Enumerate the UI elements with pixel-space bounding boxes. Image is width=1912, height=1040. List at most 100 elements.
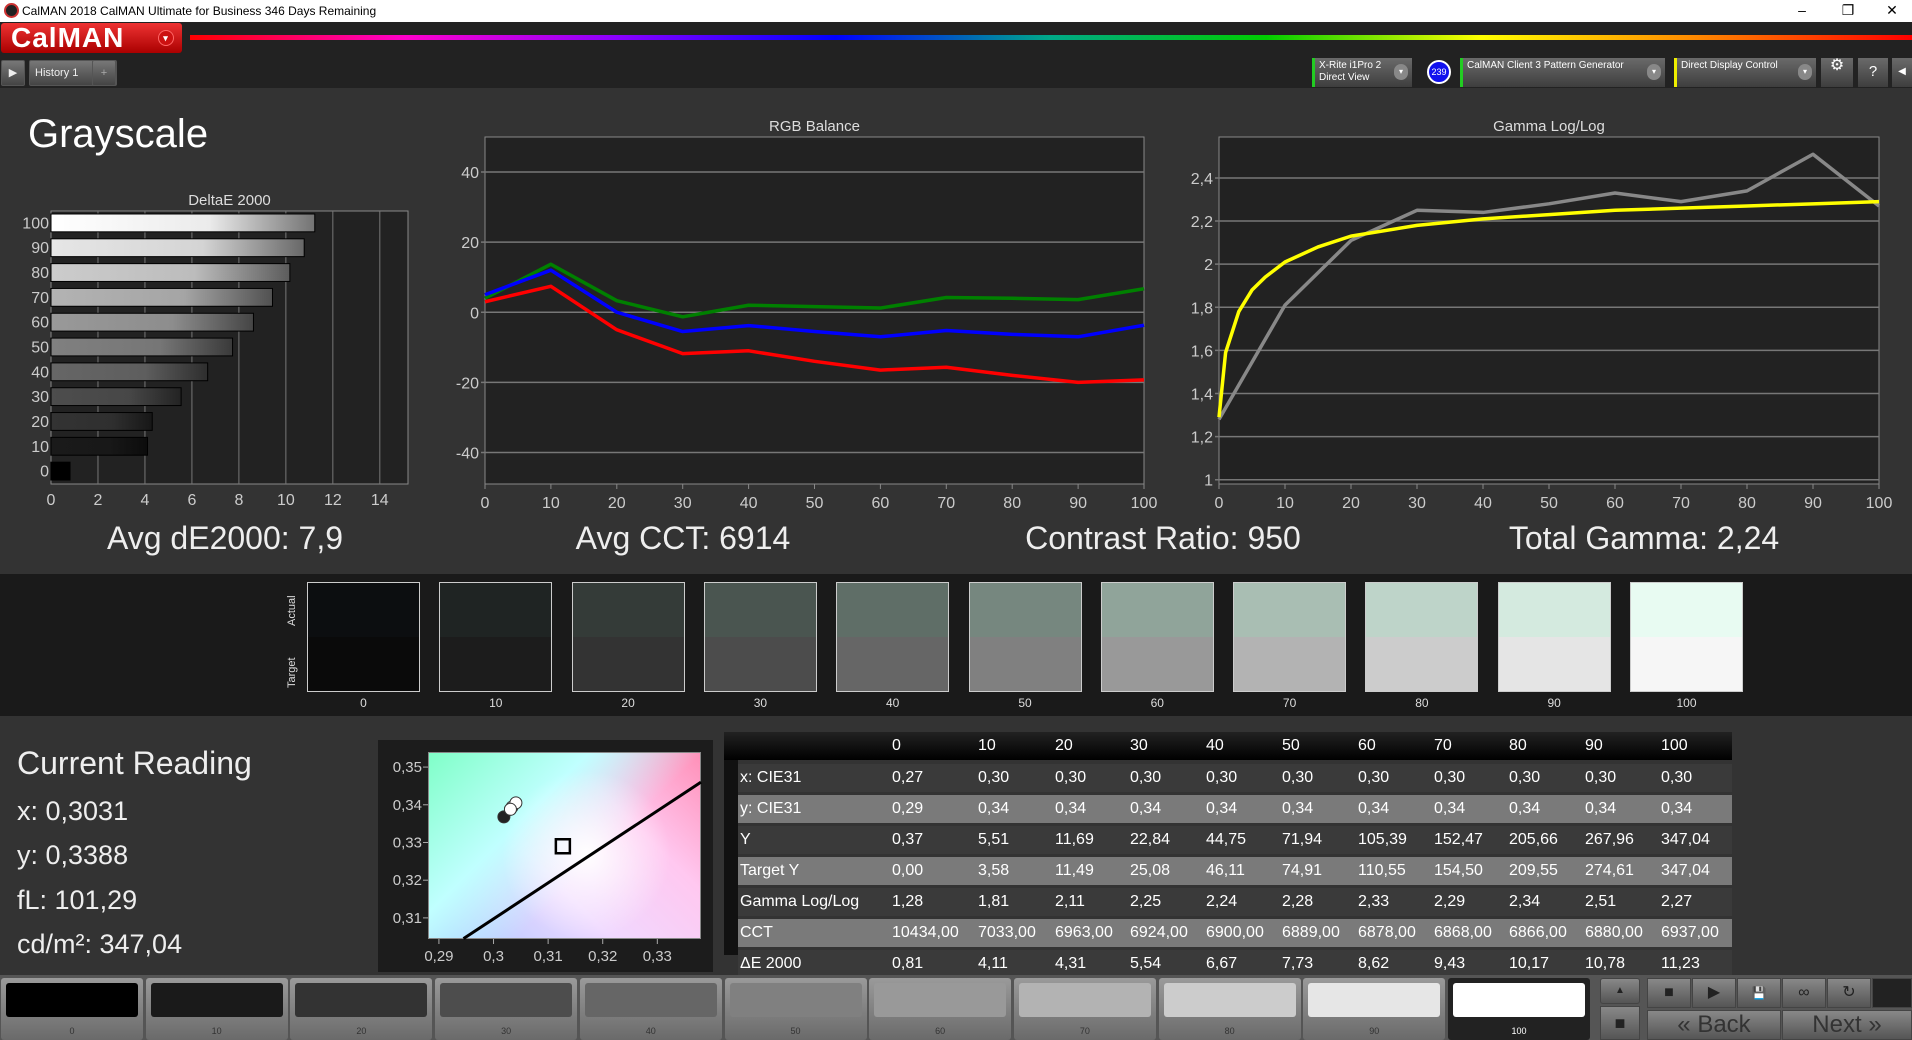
app-icon: [4, 3, 19, 18]
close-button[interactable]: ✕: [1886, 2, 1898, 18]
table-cell: 0,29: [892, 800, 924, 817]
minimize-button[interactable]: –: [1798, 2, 1806, 18]
save-icon[interactable]: 💾: [1737, 978, 1781, 1008]
meter-badge[interactable]: 239: [1427, 60, 1451, 84]
swatch-label: 90: [1547, 696, 1561, 710]
target-color: [1101, 637, 1213, 691]
table-row: ΔE 2000 0,81 4,11 4,31 5,54 6,67 7,73 8,62 9,43 1…: [738, 950, 1732, 978]
table-cell: 0,34: [1509, 800, 1541, 817]
actual-label: Actual: [286, 595, 298, 626]
table-cell: 8,62: [1358, 955, 1390, 972]
refresh-icon[interactable]: ↻: [1827, 978, 1871, 1008]
table-cell: 0,34: [1282, 800, 1314, 817]
table-cell: 0,34: [1055, 800, 1087, 817]
pattern-generator-selector[interactable]: CalMAN Client 3 Pattern Generator ▾: [1460, 58, 1665, 87]
table-cell: 5,51: [978, 831, 1010, 848]
y-tick-label: 50: [31, 340, 49, 357]
current-reading-point: [503, 802, 517, 816]
patch-button-10[interactable]: 10: [145, 978, 288, 1040]
display-control-selector[interactable]: Direct Display Control ▾: [1674, 58, 1816, 87]
table-cell: 11,23: [1661, 955, 1700, 972]
bar-80: [50, 263, 291, 282]
column-header: 50: [1282, 737, 1300, 754]
table-cell: 2,51: [1585, 893, 1617, 910]
patch-button-0[interactable]: 0: [1, 978, 143, 1040]
patch-button-30[interactable]: 30: [435, 978, 578, 1040]
add-tab-button[interactable]: +: [92, 60, 116, 86]
target-color: [308, 637, 419, 691]
y-tick-label: 0,35: [393, 759, 422, 776]
scroll-up-button[interactable]: ▲: [1600, 978, 1640, 1004]
y-tick-label: 0: [470, 305, 479, 322]
patch-button-50[interactable]: 50: [724, 978, 867, 1040]
next-button[interactable]: Next »: [1782, 1010, 1912, 1040]
x-tick-label: 80: [1003, 495, 1021, 510]
table-cell: 6937,00: [1661, 924, 1719, 941]
swatch-0: [307, 582, 420, 692]
extra-control[interactable]: [1872, 978, 1912, 1008]
stop-button[interactable]: ■: [1647, 978, 1691, 1008]
logo-text: CalMAN: [11, 22, 125, 53]
back-button[interactable]: « Back: [1647, 1010, 1781, 1040]
patch-button-90[interactable]: 90: [1303, 978, 1446, 1040]
patch-button-100[interactable]: 100: [1448, 978, 1590, 1040]
table-cell: 2,27: [1661, 893, 1693, 910]
swatch-80: [1365, 582, 1479, 692]
table-cell: 274,61: [1585, 862, 1634, 879]
patch-color: [1308, 983, 1441, 1017]
table-cell: 1,28: [892, 893, 924, 910]
help-icon[interactable]: ?: [1858, 58, 1888, 87]
play-icon[interactable]: ▶: [1, 60, 25, 86]
cie-chart: 0,29 0,3 0,31 0,32 0,33 0,31 0,32 0,33 0,34 0,35: [393, 759, 702, 965]
patch-button-20[interactable]: 20: [290, 978, 433, 1040]
actual-color: [572, 583, 684, 637]
patch-color: [295, 983, 428, 1017]
current-reading-title: Current Reading: [17, 745, 252, 781]
row-label: Y: [740, 831, 751, 848]
swatch-label: 0: [360, 696, 367, 710]
actual-color: [1631, 583, 1742, 637]
y-tick-label: 2,2: [1191, 214, 1213, 231]
meter-selector[interactable]: X-Rite i1Pro 2 Direct View ▾: [1312, 58, 1412, 87]
play-button[interactable]: ▶: [1692, 978, 1736, 1008]
next-label: Next: [1812, 1011, 1862, 1038]
patch-label: 100: [1511, 1026, 1527, 1036]
y-tick-label: 40: [31, 364, 49, 381]
restore-button[interactable]: ❐: [1841, 2, 1855, 18]
actual-color: [1498, 583, 1610, 637]
patch-button-80[interactable]: 80: [1158, 978, 1301, 1040]
table-cell: 2,33: [1358, 893, 1390, 910]
x-tick-label: 8: [234, 492, 243, 509]
settings-icon[interactable]: ⚙: [1821, 58, 1853, 87]
table-cell: 6889,00: [1282, 924, 1340, 941]
table-cell: 105,39: [1358, 831, 1407, 848]
loop-icon[interactable]: ∞: [1782, 978, 1826, 1008]
table-cell: 6,67: [1206, 955, 1238, 972]
x-tick-label: 100: [1866, 495, 1893, 510]
collapse-icon[interactable]: ◀: [1892, 58, 1912, 87]
patch-button-60[interactable]: 60: [869, 978, 1012, 1040]
table-cell: 10,17: [1509, 955, 1550, 972]
stop-square-icon[interactable]: ■: [1600, 1006, 1640, 1040]
patch-button-40[interactable]: 40: [579, 978, 722, 1040]
table-cell: 10434,00: [892, 924, 959, 941]
y-tick-label: 0,32: [393, 872, 422, 889]
gamma-chart: 1 1,2 1,4 1,6 1,8 2 2,2 2,4 0 10 20 30 40 50 60 70 80 90 1…: [1191, 136, 1893, 510]
y-tick-label: 0,33: [393, 834, 422, 851]
y-tick-label: 60: [31, 315, 49, 332]
calman-menu-button[interactable]: CalMAN ▾: [1, 23, 182, 53]
actual-color: [969, 583, 1081, 637]
series-line-0: [1217, 152, 1881, 421]
row-label: ΔE 2000: [740, 955, 802, 972]
table-cell: 74,91: [1282, 862, 1323, 879]
table-cell: 0,30: [1282, 769, 1314, 786]
table-cell: 347,04: [1661, 831, 1710, 848]
patch-label: 20: [356, 1026, 367, 1036]
chevron-double-left-icon: «: [1677, 1011, 1691, 1038]
table-cell: 11,69: [1055, 831, 1094, 848]
series-line-1: [484, 268, 1145, 339]
chromaticity-plot: [428, 752, 701, 939]
bar-100: [50, 213, 316, 233]
patch-button-70[interactable]: 70: [1013, 978, 1156, 1040]
patch-color: [1018, 983, 1151, 1017]
